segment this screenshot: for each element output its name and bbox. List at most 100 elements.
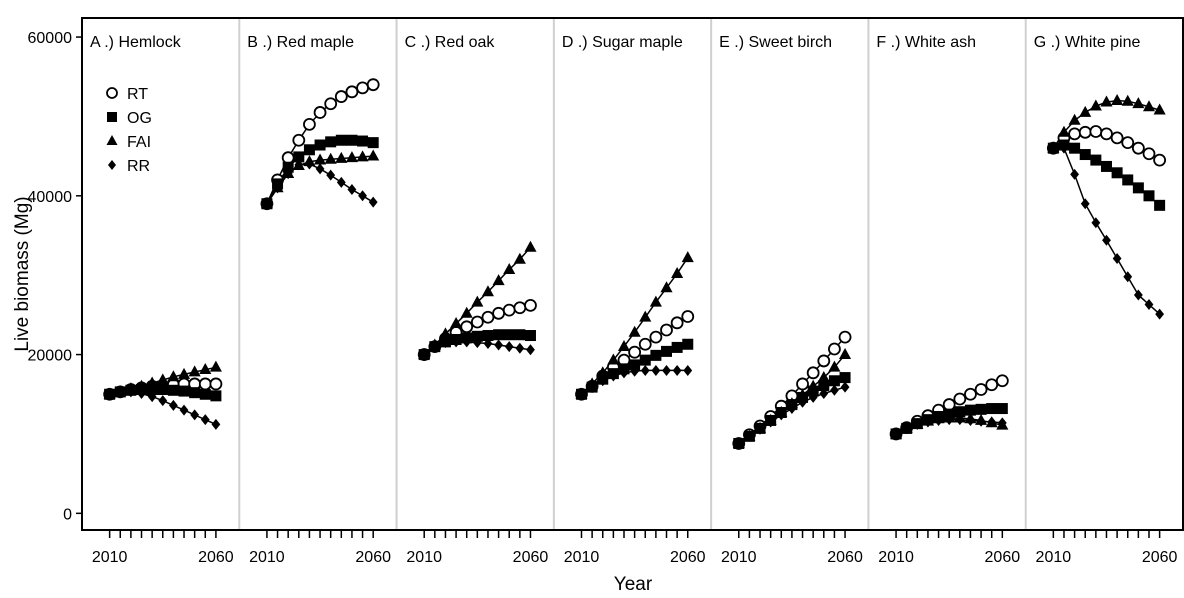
marker: [598, 375, 608, 387]
marker: [515, 342, 525, 354]
marker: [839, 372, 851, 384]
marker: [357, 135, 369, 147]
marker: [1111, 93, 1124, 105]
marker: [975, 403, 987, 415]
marker: [1070, 168, 1080, 180]
marker: [483, 337, 493, 349]
marker: [1057, 125, 1071, 137]
marker: [987, 416, 997, 428]
marker: [356, 150, 369, 162]
marker: [817, 370, 830, 382]
marker: [1110, 131, 1124, 145]
marker: [211, 418, 221, 430]
marker: [640, 364, 650, 376]
y-tick-label: 20000: [28, 348, 73, 365]
marker: [964, 404, 976, 416]
marker: [1100, 160, 1112, 172]
marker: [985, 378, 999, 392]
marker: [292, 133, 306, 147]
marker: [314, 153, 327, 165]
panel-title: C .) Red oak: [405, 34, 496, 51]
marker: [1089, 125, 1103, 138]
marker: [996, 403, 1008, 415]
marker: [273, 182, 282, 194]
marker: [524, 240, 537, 252]
marker: [115, 386, 125, 398]
marker: [650, 349, 662, 361]
marker: [776, 409, 786, 421]
marker: [481, 310, 495, 324]
marker: [305, 158, 314, 170]
marker: [262, 198, 272, 210]
panel-title: G .) White pine: [1034, 34, 1141, 51]
marker: [651, 364, 661, 376]
marker: [628, 345, 642, 359]
marker: [818, 380, 830, 392]
x-tick-label: 2010: [249, 549, 285, 566]
marker: [755, 423, 765, 435]
marker: [1048, 142, 1058, 154]
y-tick-label: 0: [63, 506, 72, 523]
marker: [324, 97, 338, 111]
series-line: [1053, 147, 1161, 315]
marker: [347, 183, 357, 195]
marker: [460, 306, 473, 318]
legend-label: FAI: [127, 134, 151, 151]
marker: [577, 388, 586, 400]
marker: [807, 379, 820, 391]
marker: [891, 428, 901, 440]
x-tick-label: 2010: [92, 549, 128, 566]
marker: [649, 330, 663, 344]
marker: [502, 303, 516, 317]
marker: [345, 151, 358, 163]
marker: [995, 374, 1009, 388]
marker: [942, 398, 956, 411]
legend-marker: [106, 87, 118, 99]
marker: [504, 341, 514, 353]
marker: [619, 367, 629, 379]
y-axis-title: Live biomass (Mg): [12, 196, 33, 351]
marker: [838, 347, 852, 359]
marker: [146, 383, 158, 395]
marker: [1153, 103, 1166, 115]
marker: [157, 383, 169, 395]
marker: [294, 159, 304, 171]
marker: [303, 117, 316, 131]
marker: [1132, 97, 1145, 109]
marker: [660, 323, 673, 337]
marker: [210, 390, 222, 402]
marker: [281, 151, 295, 165]
marker: [430, 341, 440, 353]
legend-marker: [107, 112, 117, 122]
marker: [923, 416, 933, 428]
marker: [1121, 136, 1135, 150]
marker: [662, 364, 671, 376]
marker: [494, 339, 503, 351]
marker: [441, 337, 450, 349]
marker: [1068, 113, 1081, 125]
marker: [966, 414, 975, 426]
marker: [607, 353, 620, 365]
marker: [168, 399, 178, 411]
marker: [671, 267, 684, 279]
marker: [356, 81, 369, 95]
x-axis-title: Year: [614, 574, 653, 595]
marker: [1154, 199, 1166, 211]
marker: [787, 403, 797, 415]
marker: [199, 388, 211, 400]
legend-label: RR: [127, 158, 150, 175]
marker: [158, 395, 168, 407]
marker: [639, 354, 651, 366]
marker: [190, 409, 200, 421]
marker: [1080, 198, 1090, 210]
marker: [460, 320, 474, 334]
marker: [493, 329, 505, 341]
marker: [681, 251, 694, 263]
marker: [1059, 142, 1069, 154]
marker: [450, 317, 463, 329]
marker: [670, 316, 684, 330]
marker: [964, 387, 977, 401]
marker: [346, 134, 358, 146]
marker: [1102, 234, 1111, 246]
marker: [660, 281, 673, 293]
